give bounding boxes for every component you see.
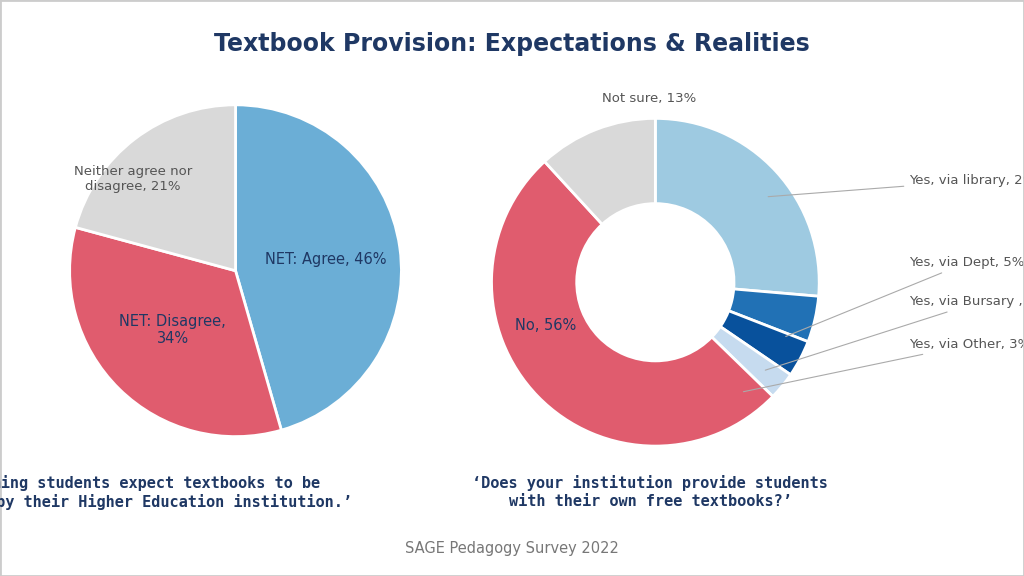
Text: ‘Incoming students expect textbooks to be
provided by their Higher Education ins: ‘Incoming students expect textbooks to b… <box>0 475 352 510</box>
Wedge shape <box>236 105 401 430</box>
Text: Not sure, 13%: Not sure, 13% <box>602 92 696 105</box>
Wedge shape <box>492 161 773 446</box>
Wedge shape <box>729 289 818 342</box>
Text: Yes, via Bursary , 4%: Yes, via Bursary , 4% <box>765 295 1024 370</box>
Text: SAGE Pedagogy Survey 2022: SAGE Pedagogy Survey 2022 <box>406 541 618 556</box>
Wedge shape <box>70 228 282 437</box>
Wedge shape <box>76 105 236 271</box>
Text: Yes, via Dept, 5%: Yes, via Dept, 5% <box>785 256 1024 336</box>
Wedge shape <box>720 311 808 375</box>
Text: ‘Does your institution provide students
with their own free textbooks?’: ‘Does your institution provide students … <box>472 475 828 509</box>
Text: Yes, via Other, 3%: Yes, via Other, 3% <box>743 338 1024 392</box>
Text: NET: Disagree,
34%: NET: Disagree, 34% <box>119 313 226 346</box>
Wedge shape <box>655 119 819 296</box>
Text: NET: Agree, 46%: NET: Agree, 46% <box>265 252 387 267</box>
Wedge shape <box>545 119 655 224</box>
Text: Yes, via library, 29%: Yes, via library, 29% <box>768 174 1024 196</box>
Text: No, 56%: No, 56% <box>515 318 577 333</box>
Wedge shape <box>712 327 791 396</box>
Text: Neither agree nor
disagree, 21%: Neither agree nor disagree, 21% <box>74 165 191 194</box>
Text: Textbook Provision: Expectations & Realities: Textbook Provision: Expectations & Reali… <box>214 32 810 56</box>
